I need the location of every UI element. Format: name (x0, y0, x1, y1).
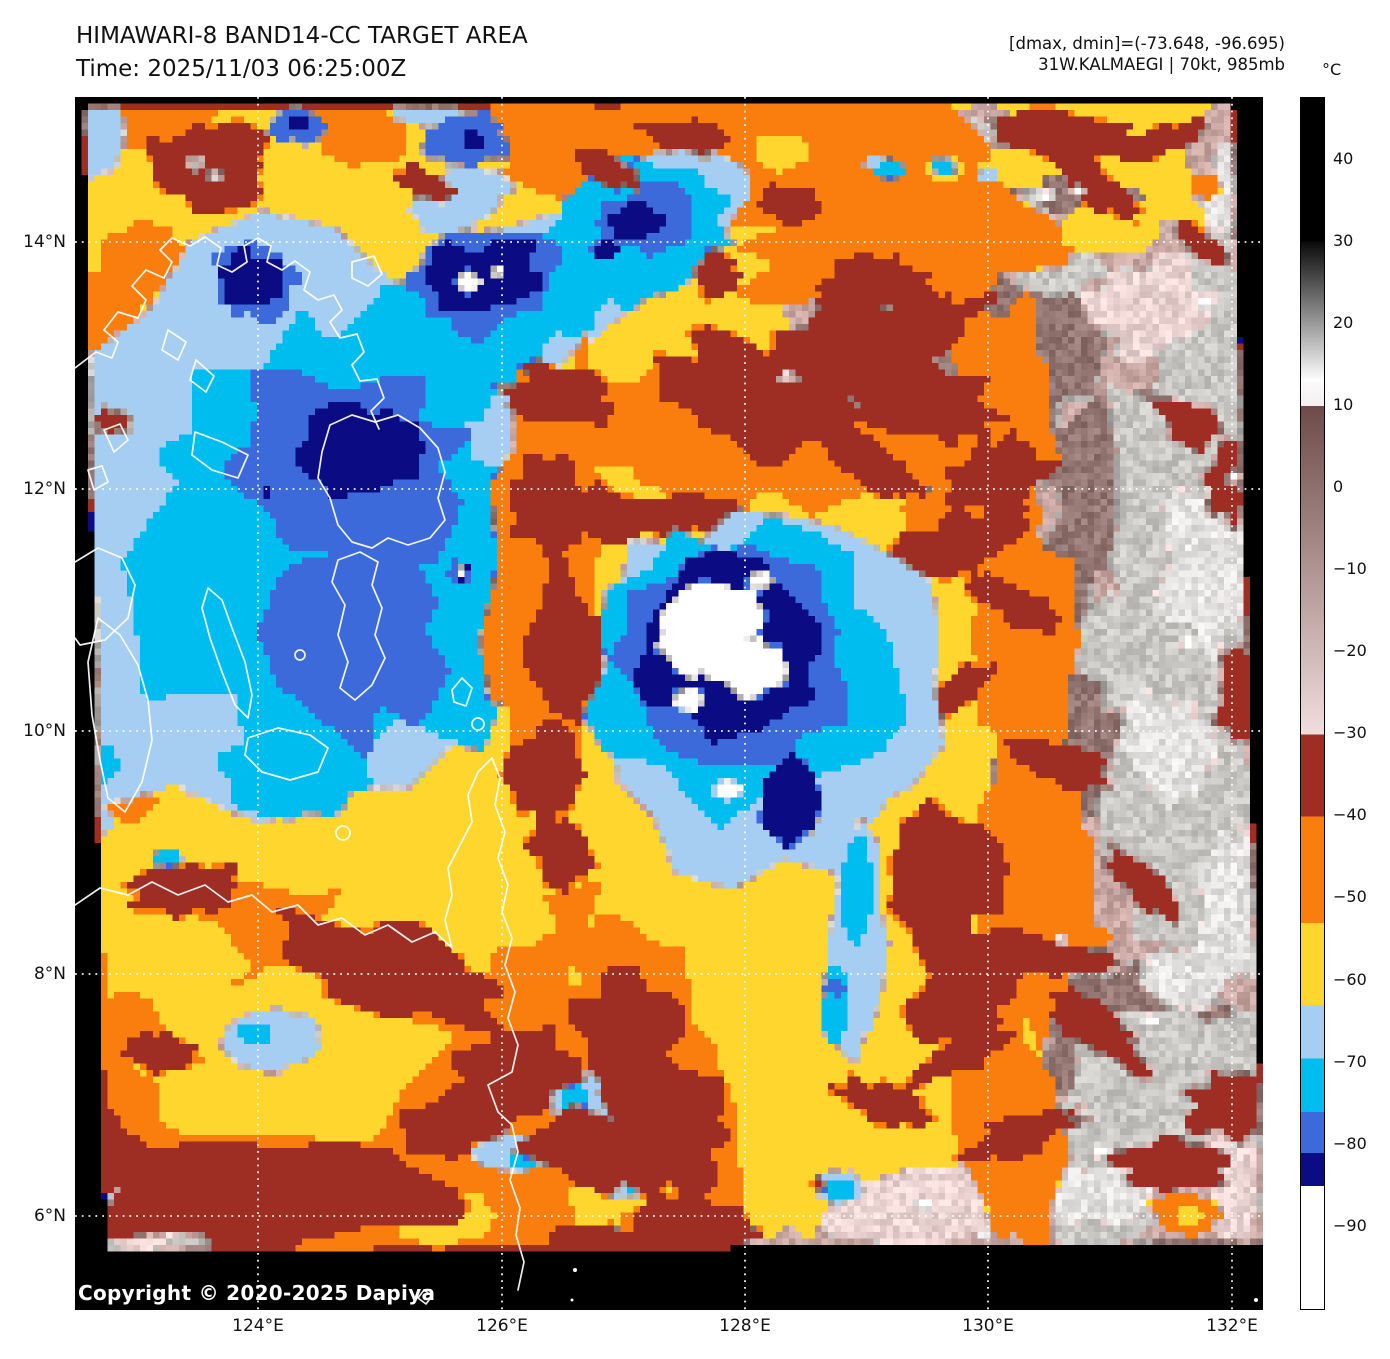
colorbar-tick-label: −60 (1333, 969, 1367, 989)
lat-tick-label: 10°N (23, 721, 66, 741)
header-info-block: [dmax, dmin]=(-73.648, -96.695) 31W.KALM… (1009, 33, 1285, 75)
lat-tick-label: 12°N (23, 479, 66, 499)
lat-tick-label: 14°N (23, 232, 66, 252)
timestamp: Time: 2025/11/03 06:25:00Z (76, 56, 407, 82)
storm-info: 31W.KALMAEGI | 70kt, 985mb (1038, 55, 1285, 74)
temperature-colorbar (1300, 97, 1325, 1310)
lon-tick-label: 124°E (232, 1316, 284, 1336)
copyright-watermark: Copyright © 2020-2025 Dapiya (78, 1281, 436, 1305)
colorbar-tick-label: −30 (1333, 723, 1367, 743)
lon-tick-label: 130°E (962, 1316, 1014, 1336)
colorbar-tick-label: 30 (1333, 230, 1354, 250)
colorbar-tick-label: −20 (1333, 641, 1367, 661)
colorbar-tick-label: −10 (1333, 559, 1367, 579)
colorbar-tick-label: −40 (1333, 805, 1367, 825)
page-title: HIMAWARI-8 BAND14-CC TARGET AREA (76, 23, 528, 49)
dmax-dmin-readout: [dmax, dmin]=(-73.648, -96.695) (1009, 34, 1285, 53)
lon-tick-label: 132°E (1206, 1316, 1258, 1336)
colorbar-unit-label: °C (1322, 60, 1342, 79)
colorbar-tick-label: 40 (1333, 148, 1354, 168)
colorbar-tick-label: 10 (1333, 394, 1354, 414)
title-block: HIMAWARI-8 BAND14-CC TARGET AREA Time: 2… (76, 20, 528, 86)
lat-tick-label: 6°N (33, 1206, 66, 1226)
lat-tick-label: 8°N (33, 964, 66, 984)
colorbar-tick-label: −90 (1333, 1215, 1367, 1235)
colorbar-tick-label: 0 (1333, 476, 1344, 496)
colorbar-tick-label: −80 (1333, 1133, 1367, 1153)
colorbar-tick-label: 20 (1333, 312, 1354, 332)
colorbar-tick-label: −50 (1333, 887, 1367, 907)
satellite-imagery-canvas (75, 97, 1263, 1310)
colorbar-tick-label: −70 (1333, 1051, 1367, 1071)
lon-tick-label: 128°E (719, 1316, 771, 1336)
lon-tick-label: 126°E (476, 1316, 528, 1336)
